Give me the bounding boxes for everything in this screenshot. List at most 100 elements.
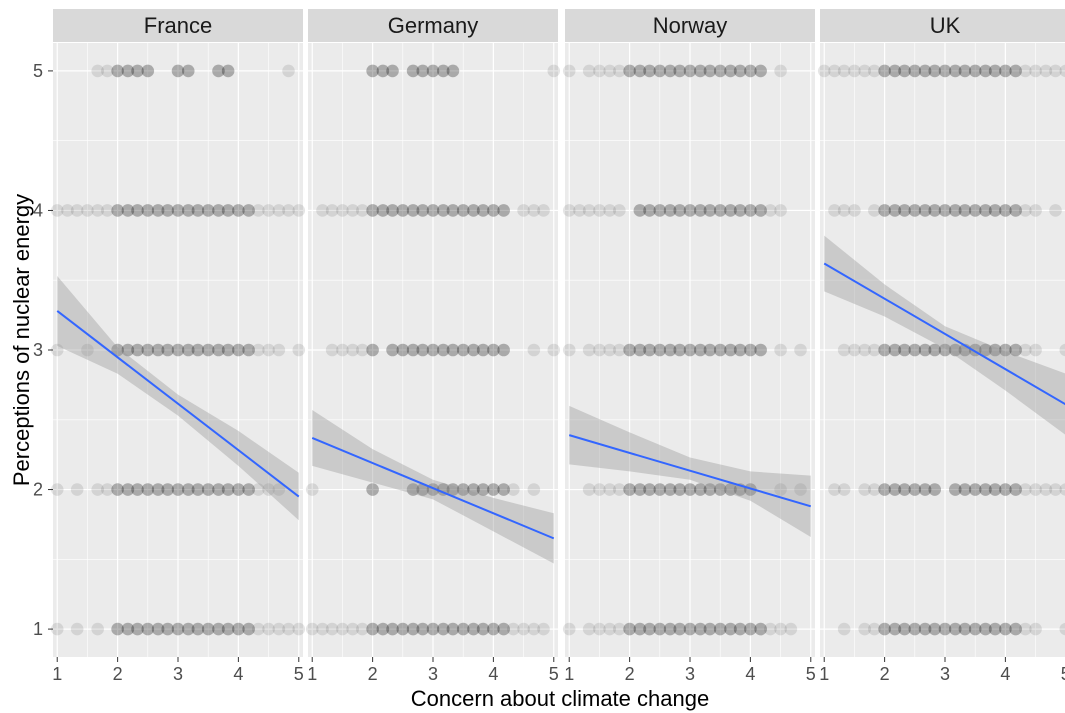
y-axis-title: Perceptions of nuclear energy xyxy=(9,194,34,486)
data-point xyxy=(201,204,215,217)
data-point xyxy=(653,622,667,636)
data-point xyxy=(141,483,155,496)
data-point xyxy=(979,622,992,636)
data-point xyxy=(426,343,440,357)
data-point xyxy=(938,622,952,636)
data-point xyxy=(653,64,667,78)
data-point xyxy=(562,64,576,78)
data-point xyxy=(663,343,677,357)
data-point xyxy=(999,483,1012,496)
data-point xyxy=(948,343,962,357)
data-point xyxy=(683,622,697,636)
data-point xyxy=(908,64,922,78)
data-point xyxy=(908,204,922,217)
data-point xyxy=(221,483,235,496)
data-point xyxy=(653,343,667,357)
x-tick-label: 2 xyxy=(880,664,890,684)
x-axis-ticks-uk: 1 2 3 4 5 xyxy=(819,657,1065,684)
data-point xyxy=(456,483,470,496)
data-point xyxy=(663,622,677,636)
data-point xyxy=(623,343,636,357)
data-point xyxy=(467,483,480,496)
data-point xyxy=(376,204,390,217)
data-point xyxy=(1009,204,1022,217)
data-point xyxy=(653,64,667,78)
data-point xyxy=(456,343,470,357)
data-point xyxy=(958,483,972,496)
data-point xyxy=(426,64,440,78)
data-point xyxy=(131,622,144,636)
data-point xyxy=(527,343,541,357)
data-point xyxy=(171,343,185,357)
data-point xyxy=(603,622,616,636)
data-point xyxy=(325,204,339,217)
data-point xyxy=(673,483,687,496)
data-point xyxy=(171,204,185,217)
data-point xyxy=(928,483,942,496)
data-point xyxy=(733,622,747,636)
data-point xyxy=(988,64,1002,78)
strip-label-norway: Norway xyxy=(653,13,728,38)
data-point xyxy=(376,622,390,636)
data-point xyxy=(386,622,399,636)
data-point xyxy=(673,204,687,217)
data-point xyxy=(111,64,124,78)
data-point xyxy=(426,204,440,217)
data-point xyxy=(643,204,656,217)
data-point xyxy=(683,343,697,357)
data-point xyxy=(201,343,215,357)
data-point xyxy=(744,622,757,636)
y-tick-label: 1 xyxy=(33,619,43,639)
data-point xyxy=(1019,204,1032,217)
data-point xyxy=(436,64,450,78)
data-point xyxy=(1009,483,1022,496)
data-point xyxy=(191,483,205,496)
data-point xyxy=(487,622,500,636)
data-point xyxy=(487,483,500,496)
data-point xyxy=(396,204,410,217)
data-point xyxy=(376,64,390,78)
data-point xyxy=(467,343,480,357)
data-point xyxy=(436,64,450,78)
data-point xyxy=(151,343,165,357)
data-point xyxy=(593,204,606,217)
data-point xyxy=(232,483,245,496)
data-point xyxy=(878,204,891,217)
data-point xyxy=(988,622,1002,636)
data-point xyxy=(643,483,656,496)
data-point xyxy=(653,483,667,496)
data-point xyxy=(724,483,737,496)
data-point xyxy=(683,622,697,636)
data-point xyxy=(141,622,155,636)
data-point xyxy=(366,204,379,217)
data-point xyxy=(406,483,420,496)
data-point xyxy=(406,204,420,217)
data-point xyxy=(828,64,841,78)
data-point xyxy=(999,622,1012,636)
data-point xyxy=(898,204,911,217)
data-point xyxy=(958,64,972,78)
data-point xyxy=(262,622,275,636)
data-point xyxy=(774,204,787,217)
data-point xyxy=(693,622,707,636)
data-point xyxy=(613,622,626,636)
data-point xyxy=(467,204,480,217)
data-point xyxy=(724,64,737,78)
data-point xyxy=(613,343,626,357)
data-point xyxy=(212,204,225,217)
data-point xyxy=(416,483,430,496)
data-point xyxy=(446,64,460,78)
data-point xyxy=(643,343,656,357)
data-point xyxy=(573,204,586,217)
data-point xyxy=(111,622,124,636)
data-point xyxy=(446,622,460,636)
data-point xyxy=(633,483,647,496)
data-point xyxy=(754,204,767,217)
data-point xyxy=(663,622,677,636)
data-point xyxy=(487,204,500,217)
data-point xyxy=(1029,483,1042,496)
data-point xyxy=(416,64,430,78)
x-tick-label: 1 xyxy=(52,664,62,684)
data-point xyxy=(693,622,707,636)
data-point xyxy=(938,204,952,217)
